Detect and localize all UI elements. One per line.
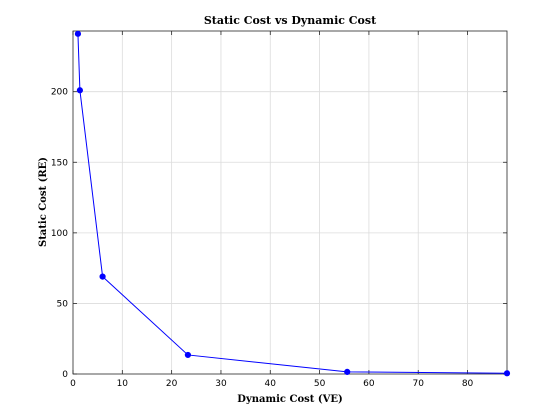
x-tick-label: 40 — [265, 379, 277, 389]
x-axis-label: Dynamic Cost (VE) — [237, 394, 342, 405]
y-tick-label: 200 — [51, 88, 68, 98]
x-tick-label: 50 — [314, 379, 326, 389]
x-tick-label: 10 — [117, 379, 129, 389]
y-axis-label: Static Cost (RE) — [38, 157, 49, 247]
x-tick-label: 60 — [363, 379, 375, 389]
x-tick-label: 30 — [215, 379, 227, 389]
y-tick-label: 50 — [57, 299, 69, 309]
axes-background — [73, 31, 507, 374]
data-point — [503, 370, 511, 377]
x-tick-label: 20 — [166, 379, 178, 389]
y-tick-label: 0 — [62, 370, 68, 380]
series-line — [77, 33, 508, 374]
data-point — [99, 273, 106, 280]
y-tick-label: 150 — [51, 158, 68, 168]
data-point — [74, 30, 82, 37]
chart-title: Static Cost vs Dynamic Cost — [204, 14, 377, 27]
data-point — [344, 368, 351, 375]
x-tick-label: 0 — [70, 379, 76, 389]
y-tick-label: 100 — [51, 229, 68, 239]
x-tick-label: 80 — [462, 379, 474, 389]
data-point — [184, 351, 192, 359]
x-tick-label: 70 — [413, 379, 425, 389]
plot-area: 0 10 20 30 40 50 60 70 80 0 50 100 150 200 — [51, 30, 511, 389]
data-point — [76, 87, 84, 94]
axes-box — [72, 30, 508, 375]
